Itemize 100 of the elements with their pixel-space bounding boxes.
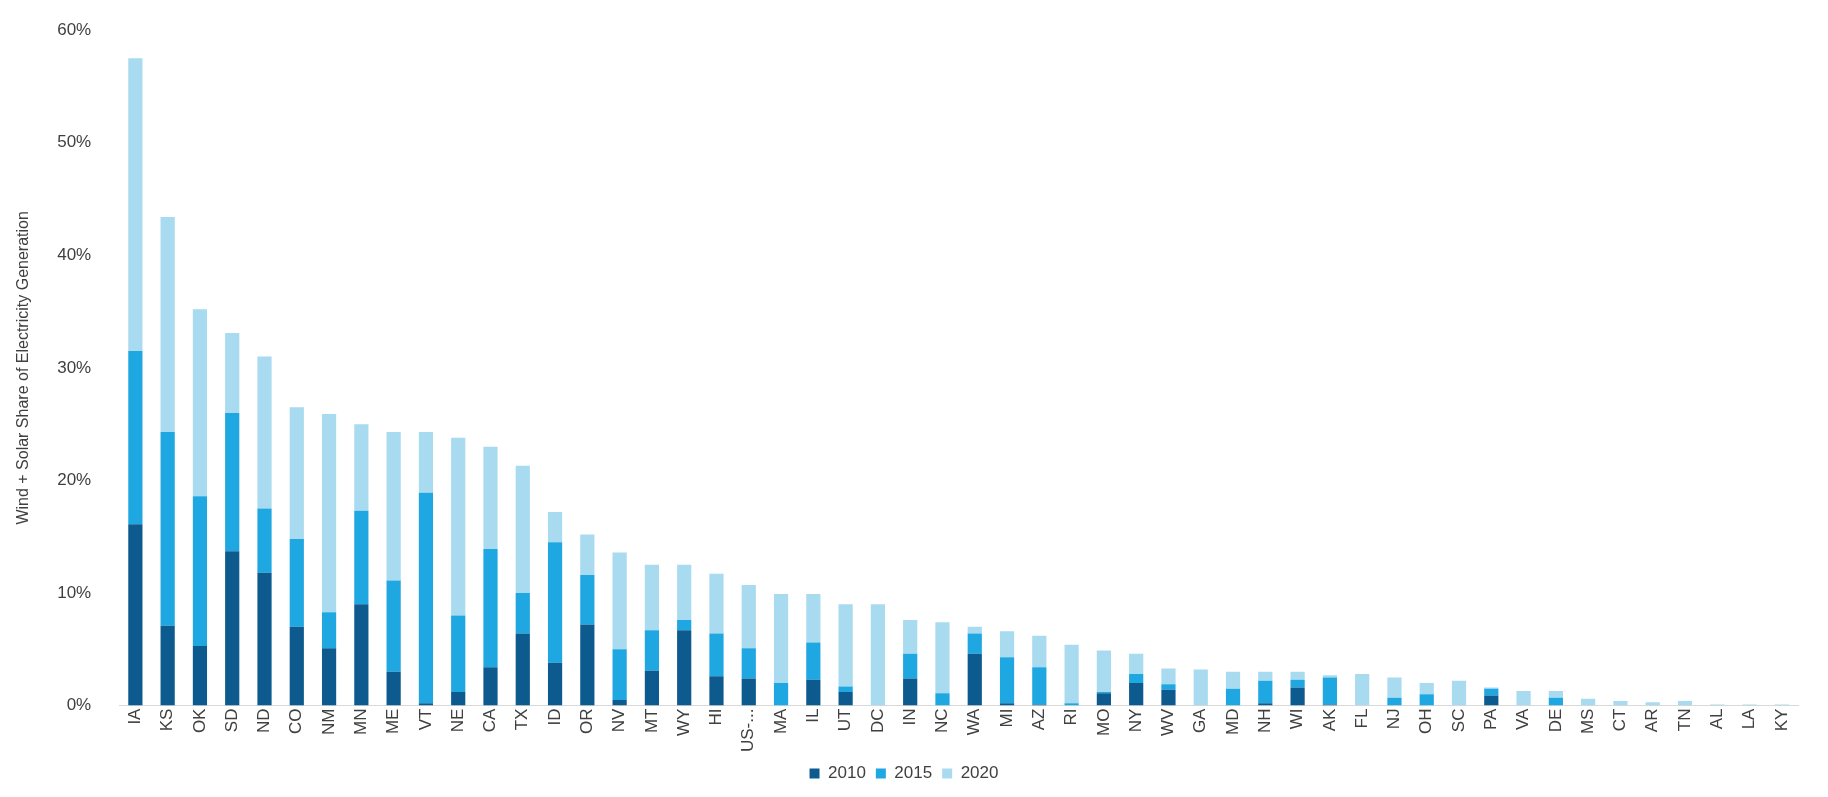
x-tick-label: KS	[157, 708, 177, 732]
bar	[1096, 650, 1111, 693]
bar	[1129, 653, 1144, 675]
x-tick-label: MA	[770, 707, 790, 735]
bar	[192, 309, 208, 497]
bar	[677, 564, 692, 621]
bar	[547, 511, 563, 543]
x-tick-label: FL	[1351, 708, 1371, 729]
bar	[1032, 635, 1047, 668]
bar	[644, 564, 660, 631]
x-tick-label: PA	[1480, 707, 1500, 730]
x-tick-label: NJ	[1384, 708, 1404, 730]
y-tick-label: 0%	[66, 695, 92, 715]
bar	[225, 332, 240, 413]
bar	[1419, 683, 1434, 695]
x-tick-label: CT	[1610, 708, 1630, 732]
bar	[580, 574, 595, 625]
x-tick-label: MI	[996, 708, 1016, 728]
x-tick-label: AK	[1319, 707, 1339, 732]
bar	[160, 625, 175, 706]
bar	[128, 58, 143, 351]
bar	[773, 594, 789, 684]
bar	[128, 524, 143, 706]
bar	[1290, 679, 1305, 688]
x-tick-label: MD	[1222, 708, 1242, 736]
bar	[483, 667, 498, 706]
bar	[1516, 690, 1531, 706]
bar	[741, 585, 756, 649]
x-tick-label: WI	[1287, 708, 1307, 730]
bar	[451, 692, 466, 706]
x-tick-label: DC	[867, 708, 887, 734]
bar	[644, 630, 660, 671]
x-tick-label: RI	[1061, 708, 1081, 726]
bar	[580, 624, 595, 706]
bar	[677, 630, 692, 706]
bar	[580, 534, 595, 575]
x-tick-label: NC	[932, 708, 952, 734]
x-tick-label: NE	[447, 708, 467, 733]
bar	[386, 671, 401, 706]
bar	[644, 670, 660, 706]
bar	[935, 622, 950, 694]
bar	[515, 633, 530, 706]
bar	[1258, 671, 1273, 681]
bar	[903, 620, 918, 654]
x-tick-label: WA	[964, 707, 984, 736]
bar	[225, 551, 240, 706]
bar	[225, 412, 240, 552]
bar	[806, 642, 821, 680]
bar	[1322, 677, 1337, 705]
bar	[160, 217, 175, 433]
bar	[1225, 671, 1241, 689]
bar	[289, 407, 304, 539]
x-tick-label: OH	[1416, 708, 1436, 735]
bar	[741, 678, 756, 706]
x-tick-label: DE	[1545, 708, 1565, 733]
bar	[451, 437, 466, 616]
x-tick-label: SD	[221, 708, 241, 733]
x-tick-label: KY	[1771, 708, 1791, 732]
bar	[289, 626, 304, 706]
x-tick-label: AZ	[1029, 708, 1049, 731]
x-tick-label: OR	[577, 708, 597, 735]
bar	[354, 424, 369, 511]
bar	[1258, 680, 1273, 704]
bar	[1161, 668, 1176, 685]
bar	[741, 648, 756, 679]
y-tick-label: 60%	[57, 19, 92, 39]
bar	[547, 662, 563, 706]
x-tick-label: NY	[1125, 708, 1145, 733]
x-tick-label: AL	[1706, 708, 1726, 730]
y-tick-label: 40%	[57, 245, 92, 265]
x-tick-label: WY	[673, 708, 693, 736]
x-tick-label: IN	[899, 708, 919, 726]
bar	[1225, 688, 1241, 706]
bar	[1129, 674, 1144, 684]
y-tick-label: 10%	[57, 582, 92, 602]
bar	[321, 648, 337, 706]
bar	[612, 552, 627, 650]
bar	[1032, 667, 1047, 705]
bar	[1096, 693, 1111, 706]
x-tick-label: VT	[415, 708, 435, 731]
bar	[1484, 695, 1499, 706]
bar	[192, 645, 208, 706]
bar	[257, 508, 272, 573]
bar	[967, 633, 982, 654]
bar	[967, 653, 982, 706]
x-tick-label: NV	[609, 707, 629, 733]
bar	[806, 594, 821, 643]
x-tick-label: NH	[1255, 708, 1274, 734]
bar	[321, 414, 337, 613]
bar	[1161, 684, 1176, 690]
x-tick-label: AR	[1642, 708, 1662, 733]
bar	[1290, 671, 1305, 680]
bar	[128, 350, 143, 525]
x-tick-label: OK	[189, 707, 209, 734]
bar	[192, 496, 208, 646]
bar	[483, 446, 498, 550]
bar	[935, 693, 950, 706]
bar	[806, 679, 821, 706]
bar	[289, 538, 304, 627]
bar	[1387, 677, 1402, 698]
